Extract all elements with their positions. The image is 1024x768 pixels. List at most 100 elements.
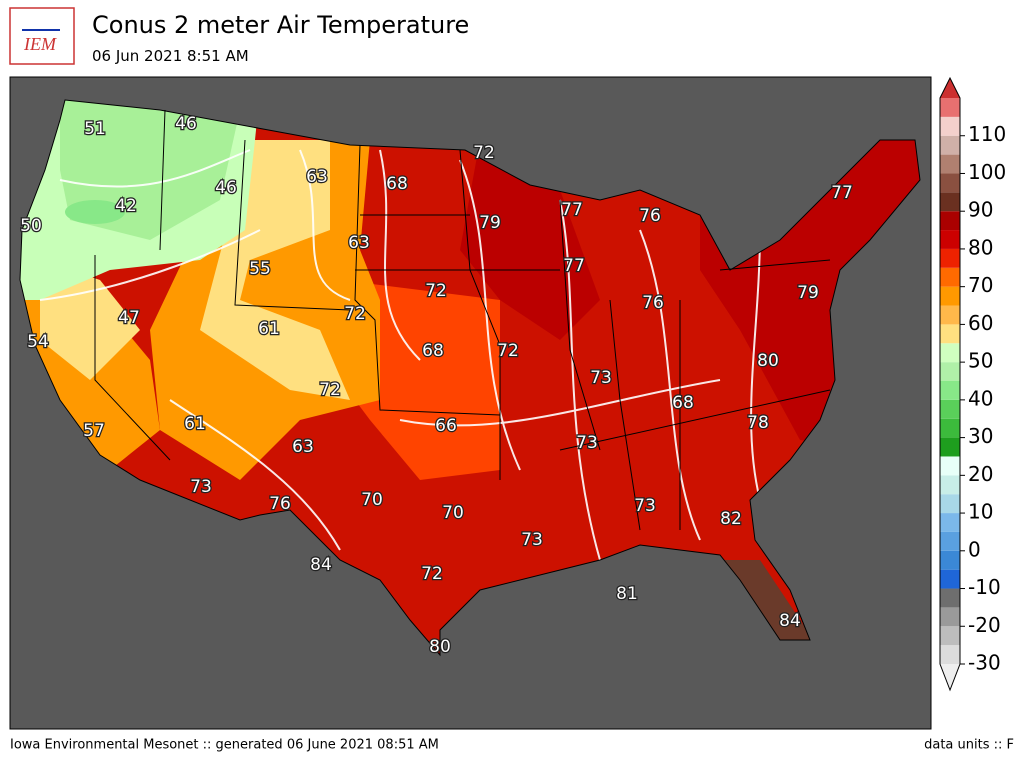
contour-label: 51 bbox=[84, 119, 106, 139]
contour-label: 72 bbox=[425, 281, 447, 301]
contour-label: 70 bbox=[361, 490, 383, 510]
logo-text: IEM bbox=[23, 34, 57, 54]
colorbar: -30 -20 -10 0 10 20 30 40 50 60 70 80 90 100 110 bbox=[939, 76, 1006, 692]
colorbar-bin bbox=[940, 267, 960, 287]
colorbar-tick-label: 80 bbox=[968, 235, 993, 259]
colorbar-tick-label: 110 bbox=[968, 122, 1006, 146]
colorbar-tick-label: 70 bbox=[968, 273, 993, 297]
contour-label: 76 bbox=[642, 293, 664, 313]
contour-label: 73 bbox=[190, 477, 212, 497]
contour-label: 63 bbox=[292, 437, 314, 457]
colorbar-tick-label: 60 bbox=[968, 311, 993, 335]
contour-label: 61 bbox=[184, 414, 206, 434]
colorbar-bin bbox=[940, 192, 960, 212]
colorbar-tick-label: 40 bbox=[968, 386, 993, 410]
contour-label: 72 bbox=[421, 564, 443, 584]
contour-label: 63 bbox=[348, 233, 370, 253]
contour-label: 47 bbox=[118, 308, 140, 328]
colorbar-tick-label: 90 bbox=[968, 198, 993, 222]
colorbar-bin bbox=[940, 437, 960, 457]
colorbar-bin bbox=[940, 305, 960, 325]
contour-label: 57 bbox=[83, 421, 105, 441]
contour-label: 76 bbox=[269, 494, 291, 514]
contour-label: 73 bbox=[521, 530, 543, 550]
colorbar-bin bbox=[940, 230, 960, 249]
colorbar-bin bbox=[940, 607, 960, 627]
contour-label: 80 bbox=[429, 637, 451, 657]
contour-label: 73 bbox=[590, 368, 612, 388]
contour-label: 66 bbox=[435, 416, 457, 436]
colorbar-bin bbox=[940, 418, 960, 438]
contour-label: 79 bbox=[479, 213, 501, 233]
footer-right: data units :: F bbox=[924, 738, 1014, 753]
contour-label: 63 bbox=[306, 167, 328, 187]
colorbar-over bbox=[940, 78, 960, 98]
colorbar-under bbox=[940, 664, 960, 690]
contour-label: 72 bbox=[344, 304, 366, 324]
contour-label: 70 bbox=[442, 503, 464, 523]
colorbar-tick-label: 30 bbox=[968, 424, 993, 448]
contour-label: 80 bbox=[757, 351, 779, 371]
contour-label: 73 bbox=[634, 496, 656, 516]
contour-labels: 51 46 46 42 50 63 68 72 79 77 76 77 63 55 77 72 79 47 54 61… bbox=[19, 113, 854, 659]
colorbar-tick-label: -10 bbox=[968, 575, 1001, 599]
contour-label: 46 bbox=[215, 178, 237, 198]
contour-label: 50 bbox=[20, 216, 42, 236]
contour-label: 68 bbox=[422, 341, 444, 361]
logo: IEM bbox=[9, 7, 75, 65]
colorbar-bin bbox=[940, 98, 960, 117]
contour-label: 72 bbox=[319, 380, 341, 400]
contour-label: 72 bbox=[473, 143, 495, 163]
state-borders bbox=[19, 99, 921, 656]
contour-label: 68 bbox=[386, 174, 408, 194]
contour-label: 54 bbox=[27, 332, 49, 352]
colorbar-bin bbox=[940, 588, 960, 608]
contour-label: 42 bbox=[115, 196, 137, 216]
colorbar-tick-label: 100 bbox=[968, 160, 1006, 184]
colorbar-bin bbox=[940, 475, 960, 495]
colorbar-bin bbox=[940, 362, 960, 381]
colorbar-bin bbox=[940, 494, 960, 514]
footer-left: Iowa Environmental Mesonet :: generated … bbox=[10, 738, 439, 753]
colorbar-tick-label: -30 bbox=[968, 651, 1001, 675]
contour-label: 72 bbox=[497, 341, 519, 361]
colorbar-tick-label: 50 bbox=[968, 349, 993, 373]
colorbar-bin bbox=[940, 154, 960, 174]
colorbar-bin bbox=[940, 645, 960, 664]
contour-label: 81 bbox=[616, 584, 638, 604]
contour-label: 78 bbox=[747, 413, 769, 433]
contour-label: 61 bbox=[258, 319, 280, 339]
contour-label: 68 bbox=[672, 393, 694, 413]
subtitle: 06 Jun 2021 8:51 AM bbox=[92, 47, 249, 65]
colorbar-bin bbox=[940, 286, 960, 306]
contour-label: 76 bbox=[639, 206, 661, 226]
colorbar-bin bbox=[940, 343, 960, 363]
contour-label: 77 bbox=[563, 256, 585, 276]
colorbar-tick-label: 0 bbox=[968, 537, 981, 561]
colorbar-bin bbox=[940, 569, 960, 589]
colorbar-bin bbox=[940, 456, 960, 476]
colorbar-bin bbox=[940, 173, 960, 193]
contour-label: 84 bbox=[310, 555, 332, 575]
colorbar-bin bbox=[940, 399, 960, 419]
colorbar-bin bbox=[940, 626, 960, 646]
colorbar-bin bbox=[940, 116, 960, 136]
contour-label: 77 bbox=[561, 200, 583, 220]
contour-label: 84 bbox=[779, 611, 801, 631]
colorbar-bin bbox=[940, 381, 960, 400]
colorbar-bin bbox=[940, 513, 960, 532]
contour-label: 82 bbox=[720, 509, 742, 529]
contour-label: 79 bbox=[797, 283, 819, 303]
contour-label: 73 bbox=[576, 433, 598, 453]
contour-label: 46 bbox=[175, 114, 197, 134]
colorbar-tick-label: -20 bbox=[968, 613, 1001, 637]
colorbar-bin bbox=[940, 324, 960, 344]
contour-label: 77 bbox=[831, 183, 853, 203]
colorbar-tick-label: 20 bbox=[968, 462, 993, 486]
colorbar-bin bbox=[940, 211, 960, 231]
colorbar-bin bbox=[940, 135, 960, 155]
colorbar-bin bbox=[940, 531, 960, 551]
colorbar-tick-label: 10 bbox=[968, 500, 993, 524]
